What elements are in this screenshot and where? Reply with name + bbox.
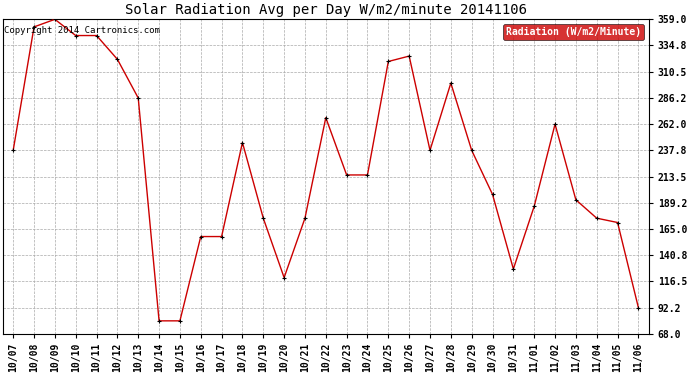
Title: Solar Radiation Avg per Day W/m2/minute 20141106: Solar Radiation Avg per Day W/m2/minute … [125,3,526,17]
Point [175,318,186,324]
Point [8,147,19,153]
Point [258,215,269,221]
Point [549,121,560,127]
Point [70,33,81,39]
Point [591,215,602,221]
Point [362,172,373,178]
Point [195,234,206,240]
Point [154,318,165,324]
Point [383,58,394,64]
Point [529,203,540,209]
Point [424,147,435,153]
Text: Copyright 2014 Cartronics.com: Copyright 2014 Cartronics.com [4,26,160,34]
Point [571,197,582,203]
Point [633,304,644,310]
Point [91,33,102,39]
Point [466,147,477,153]
Point [28,24,39,30]
Point [279,274,290,280]
Point [445,80,456,86]
Point [487,191,498,197]
Point [341,172,352,178]
Point [299,215,310,221]
Point [404,53,415,59]
Point [612,219,623,225]
Point [508,266,519,272]
Point [237,140,248,146]
Point [320,115,331,121]
Legend: Radiation (W/m2/Minute): Radiation (W/m2/Minute) [503,24,644,40]
Point [132,95,144,101]
Point [112,56,123,62]
Point [50,16,61,22]
Point [216,234,227,240]
